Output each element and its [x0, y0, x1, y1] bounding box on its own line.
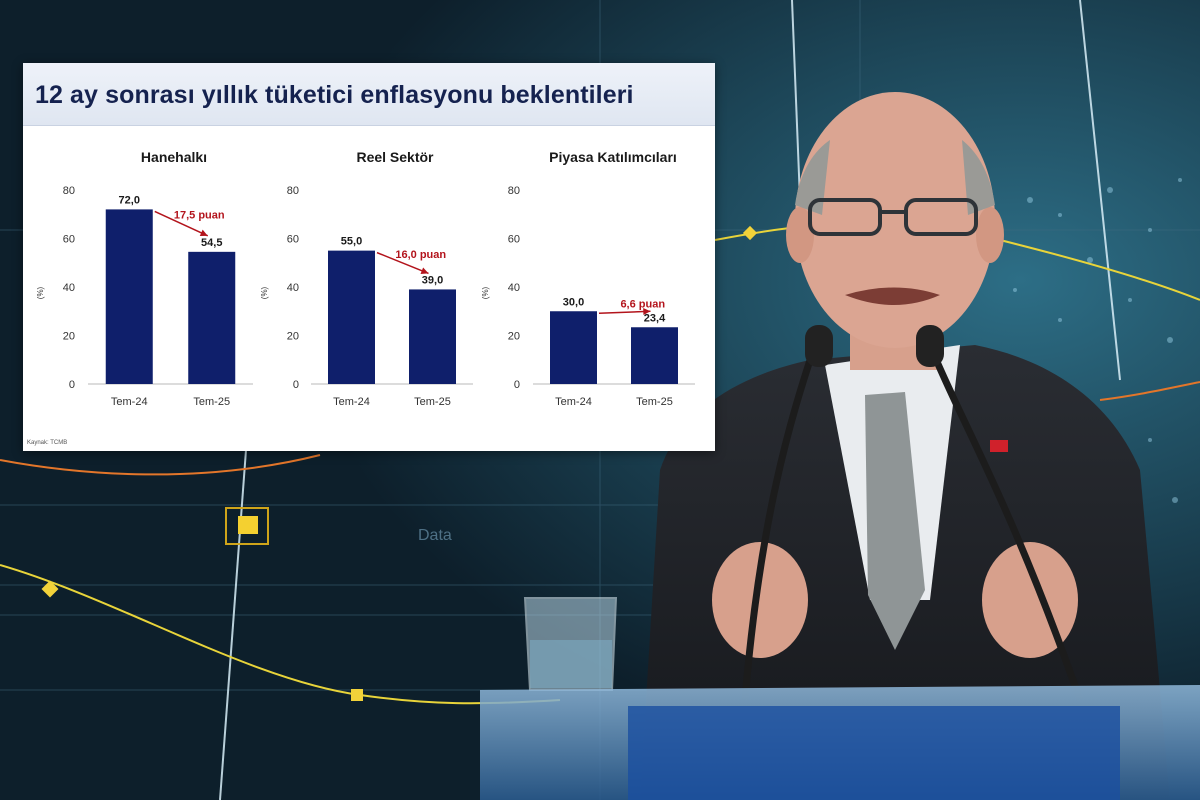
change-arrow [598, 310, 651, 314]
y-tick-label: 20 [508, 331, 520, 343]
change-annotation: 16,0 puan [395, 249, 446, 261]
speaker-tie [865, 392, 925, 650]
y-axis-label: (%) [36, 286, 45, 299]
panel-title: Piyasa Katılımcıları [549, 149, 677, 165]
background-watermark: Data [418, 527, 452, 544]
y-tick-label: 0 [69, 379, 75, 391]
orbit-node [41, 580, 59, 598]
speaker-ear-right [976, 207, 1004, 263]
bar [105, 209, 153, 384]
podium-panel [628, 706, 1120, 800]
y-tick-label: 0 [293, 379, 299, 391]
speaker-hand-left [712, 542, 808, 658]
arrow-head-icon [643, 308, 651, 316]
orbit-node [742, 225, 758, 241]
y-tick-label: 80 [63, 185, 75, 197]
microphone-head-right [916, 325, 944, 367]
world-map-dots [1013, 178, 1182, 503]
x-tick-label: Tem-24 [333, 396, 370, 408]
x-tick-label: Tem-25 [414, 396, 451, 408]
orange-orbit-right [1099, 381, 1200, 401]
glow-square [225, 507, 269, 545]
y-tick-label: 80 [287, 185, 299, 197]
bar [188, 251, 236, 384]
orange-orbit-left [0, 454, 321, 476]
y-tick-label: 80 [508, 185, 520, 197]
data-label: 72,0 [119, 194, 140, 206]
speaker-head [795, 92, 995, 348]
slide-title: 12 ay sonrası yıllık tüketici enflasyonu… [35, 81, 634, 109]
y-tick-label: 40 [508, 282, 520, 294]
data-label: 23,4 [644, 312, 666, 324]
microphone-icon [741, 343, 1084, 702]
bar [550, 311, 597, 384]
slide-header: 12 ay sonrası yıllık tüketici enflasyonu… [23, 63, 715, 126]
y-tick-label: 20 [287, 331, 299, 343]
microphone-head-left [805, 325, 833, 367]
x-tick-label: Tem-25 [636, 396, 673, 408]
chart-slide: 12 ay sonrası yıllık tüketici enflasyonu… [23, 63, 715, 451]
x-tick-label: Tem-25 [193, 396, 230, 408]
arrow-head-icon [199, 229, 208, 236]
bar [328, 250, 375, 384]
change-annotation: 6,6 puan [620, 298, 665, 310]
y-tick-label: 20 [63, 331, 75, 343]
y-tick-label: 60 [508, 234, 520, 246]
y-tick-label: 40 [63, 282, 75, 294]
y-tick-label: 40 [287, 282, 299, 294]
data-label: 30,0 [563, 296, 584, 308]
chart-panels: Hanehalkı 0 20 40 60 80 (%) 72,0 Tem-24 54,5 Tem-2… [36, 149, 695, 408]
orbit-node [351, 689, 363, 701]
flag-pin-icon [990, 440, 1008, 452]
water-glass-icon [523, 597, 618, 691]
speaker-ear-left [786, 207, 814, 263]
y-tick-label: 60 [63, 234, 75, 246]
bar [409, 289, 456, 384]
panel-title: Reel Sektör [356, 149, 434, 165]
y-tick-label: 60 [287, 234, 299, 246]
bar [631, 327, 678, 384]
source-note: Kaynak: TCMB [27, 440, 68, 446]
glasses-icon [808, 198, 978, 236]
speaker-mouth [845, 287, 940, 305]
y-axis-label: (%) [260, 286, 269, 299]
data-label: 54,5 [201, 237, 222, 249]
x-tick-label: Tem-24 [555, 396, 592, 408]
panel-title: Hanehalkı [141, 149, 207, 165]
y-axis-label: (%) [481, 286, 490, 299]
data-label: 39,0 [422, 274, 443, 286]
change-annotation: 17,5 puan [174, 210, 225, 222]
data-label: 55,0 [341, 236, 362, 248]
x-tick-label: Tem-24 [111, 396, 148, 408]
change-arrow [154, 210, 209, 237]
glow-square-core [238, 516, 258, 534]
y-tick-label: 0 [514, 379, 520, 391]
change-arrow [376, 251, 429, 275]
arrow-head-icon [420, 267, 429, 274]
